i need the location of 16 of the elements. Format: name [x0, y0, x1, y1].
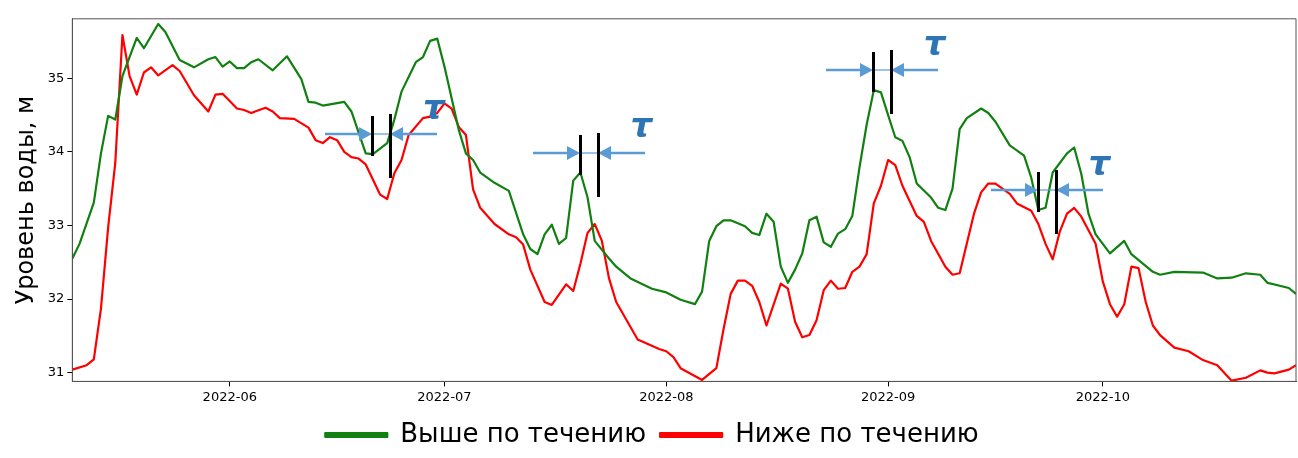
y-tick-label: 34 [47, 143, 65, 159]
y-tick-label: 35 [47, 69, 65, 85]
annotation: τ [1088, 142, 1112, 183]
legend-label: Ниже по течению [735, 417, 979, 448]
annotation: τ [923, 22, 947, 63]
x-tick-label: 2022-08 [639, 388, 694, 404]
x-tick-label: 2022-06 [202, 388, 257, 404]
y-axis-title: Уровень воды, м [10, 95, 39, 305]
y-tick-label: 32 [47, 290, 65, 306]
x-tick-label: 2022-10 [1075, 388, 1130, 404]
y-tick-label: 33 [47, 216, 65, 232]
x-tick-label: 2022-09 [860, 388, 916, 404]
x-tick-label: 2022-07 [417, 388, 472, 404]
legend-label: Выше по течению [400, 417, 647, 448]
annotation: τ [630, 105, 654, 146]
y-tick-label: 31 [47, 363, 65, 379]
